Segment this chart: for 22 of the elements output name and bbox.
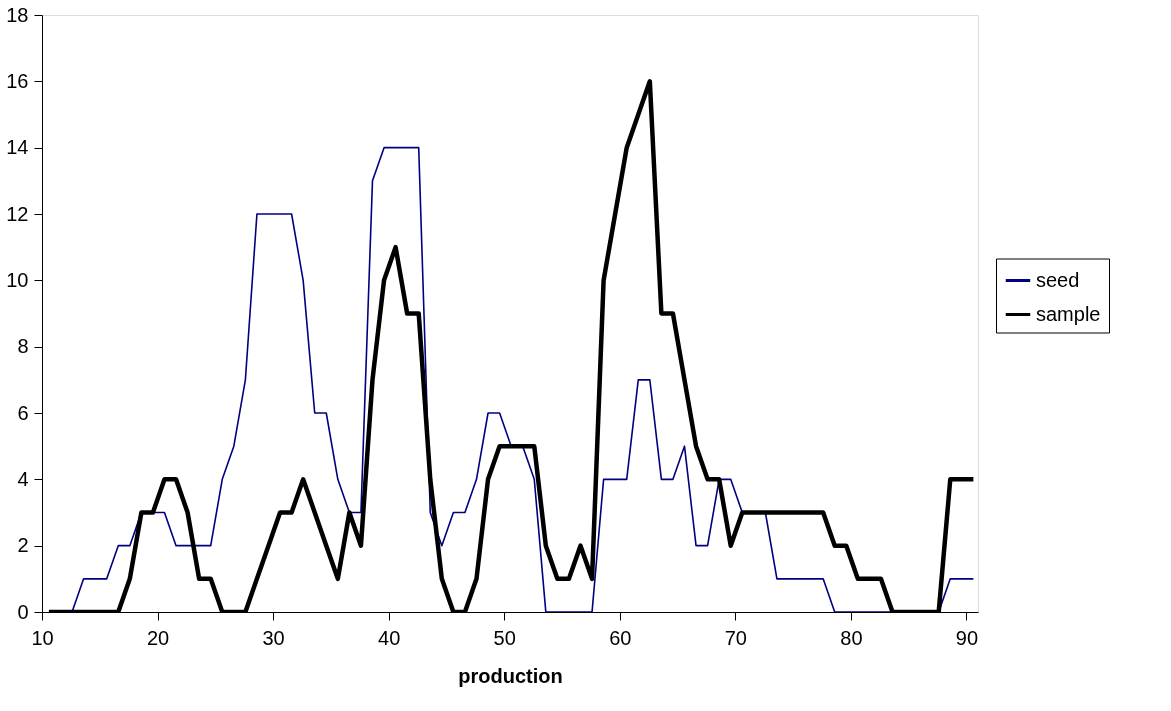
y-tick-label: 2 (17, 534, 29, 557)
y-tick-label: 12 (6, 202, 29, 225)
y-tick-label: 16 (6, 69, 29, 92)
x-axis-title: production (458, 664, 563, 687)
x-tick-label: 10 (31, 626, 54, 649)
x-tick-label: 80 (840, 626, 863, 649)
x-tick-label: 90 (955, 626, 979, 649)
y-tick-label: 0 (17, 600, 29, 623)
y-tick-label: 18 (6, 3, 29, 26)
legend-label: seed (1036, 268, 1080, 291)
y-tick-label: 6 (17, 401, 29, 424)
y-tick-label: 4 (17, 467, 29, 490)
x-tick-label: 50 (493, 626, 516, 649)
y-tick-label: 8 (17, 335, 29, 358)
x-tick-label: 30 (262, 626, 285, 649)
y-tick-label: 10 (6, 268, 29, 291)
x-tick-label: 20 (146, 626, 170, 649)
x-tick-label: 70 (724, 626, 747, 649)
y-tick-label: 14 (6, 136, 29, 159)
x-tick-label: 40 (378, 626, 401, 649)
legend-label: sample (1036, 302, 1101, 325)
x-tick-label: 60 (609, 626, 632, 649)
